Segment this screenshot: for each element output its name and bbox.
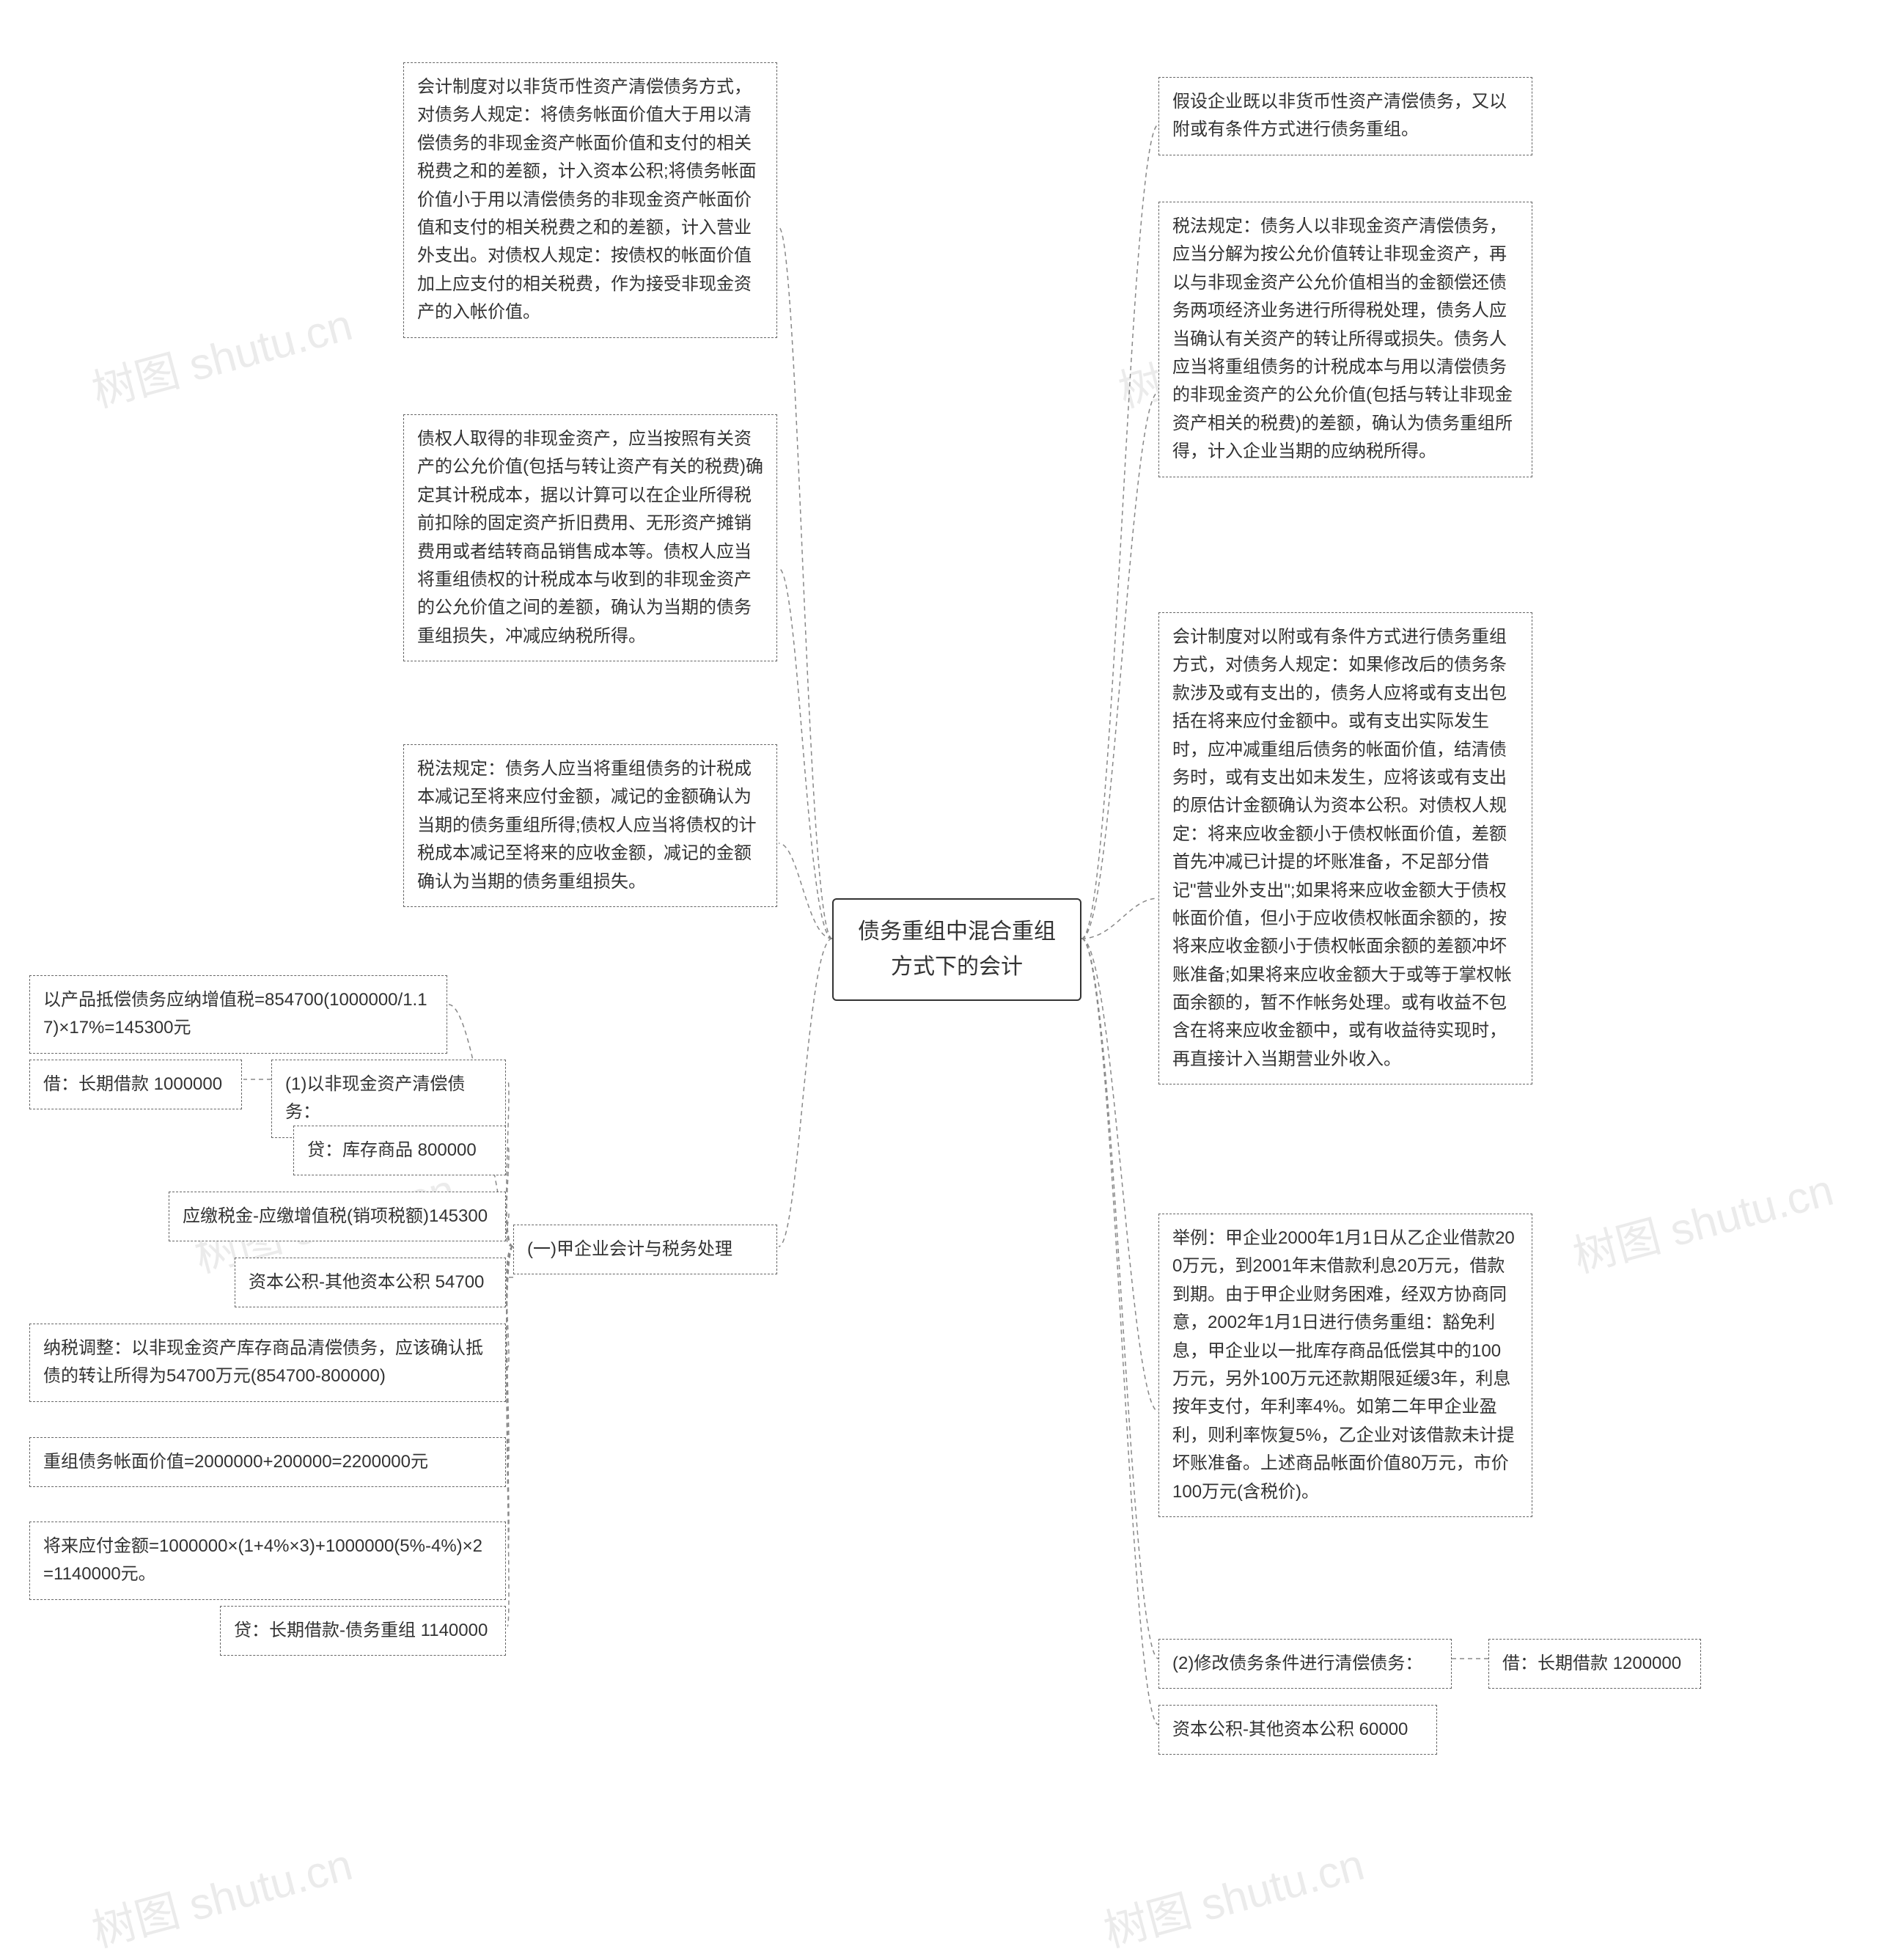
watermark: 树图 shutu.cn: [1565, 1154, 1840, 1285]
node-left-1[interactable]: 会计制度对以非货币性资产清偿债务方式，对债务人规定：将债务帐面价值大于用以清偿债…: [403, 62, 777, 338]
connector: [779, 568, 832, 939]
node-right-3[interactable]: 会计制度对以附或有条件方式进行债务重组方式，对债务人规定：如果修改后的债务条款涉…: [1158, 612, 1532, 1084]
node-right-4[interactable]: 举例：甲企业2000年1月1日从乙企业借款200万元，到2001年末借款利息20…: [1158, 1214, 1532, 1517]
node-right-5b[interactable]: 借：长期借款 1200000: [1488, 1639, 1701, 1689]
node-p8[interactable]: 将来应付金额=1000000×(1+4%×3)+1000000(5%-4%)×2…: [29, 1522, 506, 1600]
node-right-2[interactable]: 税法规定：债务人以非现金资产清偿债务，应当分解为按公允价值转让非现金资产，再以与…: [1158, 202, 1532, 477]
connector: [779, 227, 832, 939]
center-node[interactable]: 债务重组中混合重组方式下的会计: [832, 898, 1081, 1001]
connector: [507, 1211, 513, 1247]
watermark: 树图 shutu.cn: [84, 1829, 359, 1959]
node-p5[interactable]: 资本公积-其他资本公积 54700: [235, 1258, 506, 1307]
connector: [1081, 392, 1158, 939]
node-right-1[interactable]: 假设企业既以非货币性资产清偿债务，又以附或有条件方式进行债务重组。: [1158, 77, 1532, 155]
connector: [1081, 939, 1158, 1412]
node-p1[interactable]: 以产品抵偿债务应纳增值税=854700(1000000/1.17)×17%=14…: [29, 975, 447, 1054]
node-p2a[interactable]: 借：长期借款 1000000: [29, 1060, 242, 1109]
node-p9[interactable]: 贷：长期借款-债务重组 1140000: [220, 1606, 506, 1656]
node-p4[interactable]: 应缴税金-应缴增值税(销项税额)145300: [169, 1192, 506, 1241]
node-right-5a[interactable]: (2)修改债务条件进行清偿债务：: [1158, 1639, 1452, 1689]
connector: [507, 1247, 513, 1626]
node-p7[interactable]: 重组债务帐面价值=2000000+200000=2200000元: [29, 1437, 506, 1487]
node-left-3[interactable]: 税法规定：债务人应当将重组债务的计税成本减记至将来应付金额，减记的金额确认为当期…: [403, 744, 777, 907]
node-p3[interactable]: 贷：库存商品 800000: [293, 1126, 506, 1175]
connector: [507, 1079, 513, 1247]
connector: [1081, 939, 1158, 1725]
connector: [507, 1247, 513, 1551]
connector: [779, 939, 832, 1247]
mindmap-canvas: 树图 shutu.cn 树图 shutu.cn 树图 shutu.cn 树图 s…: [0, 0, 1877, 1932]
connector: [779, 843, 832, 939]
connector: [1081, 125, 1158, 939]
connector: [507, 1145, 513, 1247]
connector: [1081, 939, 1158, 1659]
node-left-2[interactable]: 债权人取得的非现金资产，应当按照有关资产的公允价值(包括与转让资产有关的税费)确…: [403, 414, 777, 661]
watermark: 树图 shutu.cn: [84, 289, 359, 419]
connector: [507, 1247, 513, 1368]
node-processing-header[interactable]: (一)甲企业会计与税务处理: [513, 1225, 777, 1274]
watermark: 树图 shutu.cn: [1096, 1829, 1370, 1959]
connector: [507, 1247, 513, 1467]
node-right-6[interactable]: 资本公积-其他资本公积 60000: [1158, 1705, 1437, 1755]
connector: [1081, 898, 1158, 939]
node-p6[interactable]: 纳税调整：以非现金资产库存商品清偿债务，应该确认抵债的转让所得为54700万元(…: [29, 1324, 506, 1402]
